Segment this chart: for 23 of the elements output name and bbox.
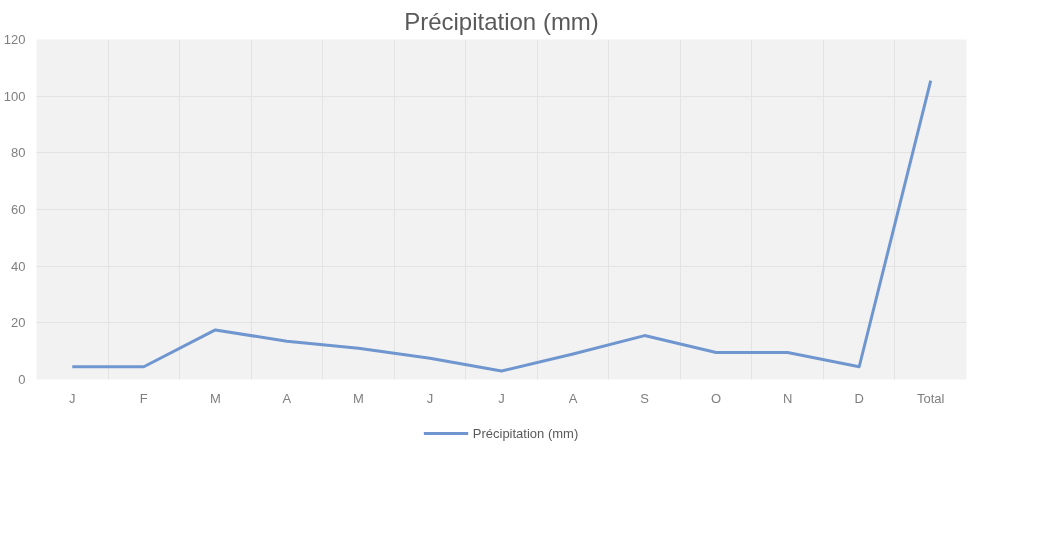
y-tick-label: 80 [11,145,26,161]
x-tick-label: J [426,390,434,406]
x-tick-label: F [139,390,148,406]
y-tick-label: 60 [11,202,26,217]
y-tick-label: 100 [3,88,26,104]
x-tick-label: M [209,390,221,406]
y-tick-label: 0 [18,372,26,387]
line-series [70,79,933,373]
x-tick-label: D [854,390,864,406]
legend-label: Précipitation (mm) [472,425,579,441]
x-tick-label: A [282,390,292,406]
chart-title: Précipitation (mm) [404,7,599,35]
x-tick-label: M [353,390,364,406]
x-tick-label: A [568,390,578,406]
x-tick-label: S [640,390,650,406]
y-tick-label: 40 [11,258,26,274]
x-tick-label: Total [917,390,945,406]
x-tick-label: J [69,390,76,406]
x-tick-label: N [782,390,793,406]
y-tick-label: 120 [3,32,26,47]
y-tick-label: 20 [11,315,26,331]
x-tick-label: O [711,390,722,406]
x-tick-label: J [498,390,505,406]
